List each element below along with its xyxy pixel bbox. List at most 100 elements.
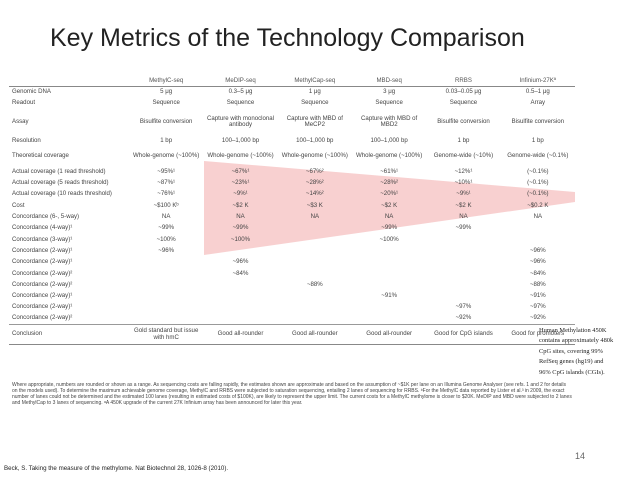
table-cell: ~12%¹ [454,167,473,175]
table-cell: ~96% [158,246,175,254]
table-row: Concordance (6-, 5-way) NA NA NA NA NA N… [9,212,575,223]
table-row: Actual coverage (5 reads threshold) ~87%… [9,178,575,189]
table-row: Assay Bisulfite conversion Capture with … [9,109,575,135]
table-cell [352,268,426,279]
table-row: Concordance (2-way)² ~88% ~88% [9,279,575,290]
column-header: Infinium-27Kª [500,75,575,87]
table-cell: Bisulfite conversion [511,117,565,125]
table-cell: ~100% [379,235,399,243]
table-cell: ~92% [529,314,546,322]
table-cell [129,268,203,279]
table-cell: ~28%² [380,179,399,187]
table-cell [129,279,203,290]
table-cell: 1 bp [457,136,470,144]
row-label: Actual coverage (10 reads threshold) [12,190,112,198]
column-header: MethylCap-seq [277,75,352,87]
table-cell [352,257,426,268]
table-cell: Array [530,99,546,107]
table-cell: ~97% [529,303,546,311]
table-cell: ~97% [455,303,472,311]
table-row: Genomic DNA 5 μg 0.3–5 μg 1 μg 3 μg 0.03… [9,87,575,98]
table-cell [203,279,277,290]
table-cell: ~92% [455,314,472,322]
row-label: Cost [12,201,25,209]
row-label: Conclusion [9,324,129,346]
table-cell: Sequence [152,99,180,107]
table-cell: NA [161,213,171,221]
table-cell: Genome-wide (~0.1%) [507,152,569,160]
table-cell: ~$100 Kᵇ [153,201,179,209]
table-cell: ~28%² [305,179,324,187]
table-cell: Bisulfite conversion [437,117,490,125]
table-cell: ~91% [529,292,546,300]
table-row: Conclusion Gold standard but issue with … [9,324,575,346]
table-row: Concordance (2-way)¹ ~97% ~97% [9,302,575,313]
table-cell: NA [310,213,320,221]
table-cell [426,291,500,302]
table-cell: 1 μg [308,88,321,96]
table-cell [352,279,426,290]
citation: Beck, S. Taking the measure of the methy… [4,465,229,472]
table-cell: (~0.1%) [527,179,549,187]
table-cell: Whole-genome (~100%) [207,152,274,160]
note-line: Human Methylation 450K [539,327,607,334]
table-cell: ~100% [156,235,176,243]
table-cell: ~96% [529,246,546,254]
table-cell [278,257,352,268]
table-cell: ~23%¹ [231,179,250,187]
table-cell: 5 μg [160,88,173,96]
table-cell: Sequence [449,99,478,107]
table-row: Concordance (2-way)² ~92% ~92% [9,313,575,324]
row-label: Concordance (2-way)¹ [12,303,73,311]
table-cell: Genome-wide (~10%) [433,152,494,160]
table-cell: ~$2 K [381,201,398,209]
note-line: RefSeq genes (hg19) and [539,358,604,366]
table-cell: 100–1,000 bp [221,136,260,144]
table-cell: NA [236,213,245,221]
table-cell: ~$2 K [232,201,249,209]
table-cell [501,223,575,234]
comparison-table: MethylC-seq MeDIP-seq MethylCap-seq MBD-… [9,75,575,346]
table-cell: Good all-rounder [277,324,352,346]
table-cell [203,313,277,324]
row-label: Concordance (2-way)² [12,314,73,322]
column-header: MeDIP-seq [203,75,278,87]
table-cell [203,302,277,313]
table-cell: ~61%¹ [380,167,399,175]
table-cell [203,245,277,256]
table-cell: ~84% [232,269,249,277]
table-cell: 0.3–5 μg [228,88,253,96]
table-cell [278,313,352,324]
table-cell: ~91% [381,292,398,300]
table-cell [278,302,352,313]
table-cell: 1 bp [160,136,173,144]
table-cell [129,313,203,324]
table-cell: ~99% [158,224,175,232]
row-label: Genomic DNA [12,88,51,96]
table-cell [278,234,352,245]
annotation-note: Human Methylation 450K contains approxim… [539,326,637,378]
table-row: Resolution 1 bp 100–1,000 bp 100–1,000 b… [9,135,575,146]
slide-title: Key Metrics of the Technology Comparison [50,24,525,52]
table-cell: ~$2 K [455,201,472,209]
table-cell [278,223,352,234]
table-cell: 100–1,000 bp [370,136,408,144]
table-cell: NA [533,213,543,221]
table-cell: Whole-genome (~100%) [281,152,348,160]
table-cell: 3 μg [383,88,396,96]
table-cell: ~9%¹ [233,190,248,198]
table-cell: ~99% [232,224,249,232]
table-cell [278,291,352,302]
table-cell: Sequence [301,99,329,107]
row-label: Actual coverage (1 read threshold) [12,167,106,175]
row-label: Concordance (2-way)¹ [12,258,73,266]
table-cell [501,234,575,245]
table-cell: ~88% [529,280,546,288]
table-row: Concordance (4-way)¹ ~99% ~99% ~99% ~99% [9,223,575,234]
row-label: Concordance (6-, 5-way) [12,213,80,221]
table-cell: 100–1,000 bp [296,136,334,144]
row-label: Readout [12,99,36,107]
table-cell: Good all-rounder [203,324,278,346]
table-cell [278,245,352,256]
table-cell: ~$3 K [306,201,323,209]
